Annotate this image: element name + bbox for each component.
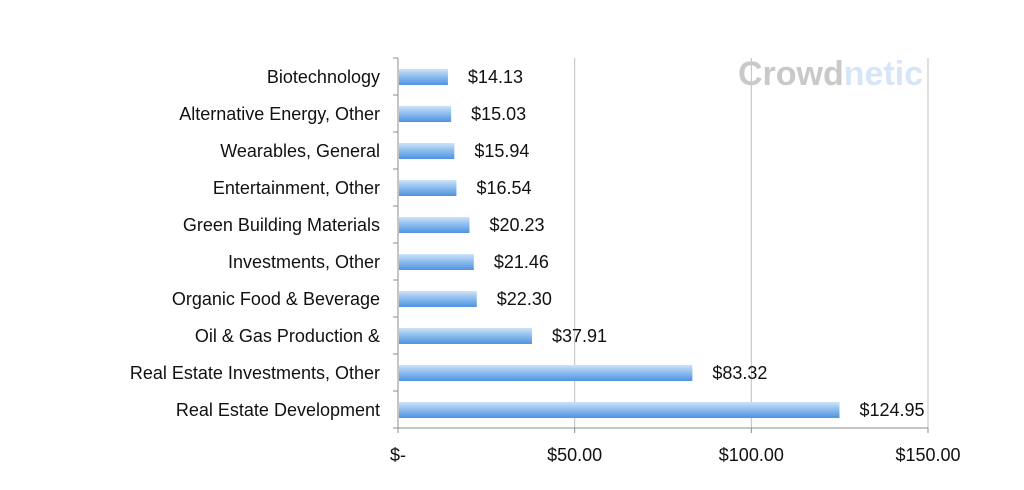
axes	[393, 57, 929, 433]
value-label-4: $16.54	[476, 178, 531, 198]
category-label-1: Biotechnology	[267, 67, 380, 87]
value-label-2: $15.03	[471, 104, 526, 124]
value-label-3: $15.94	[474, 141, 529, 161]
x-tick-label-1: $50.00	[547, 445, 602, 465]
watermark-part-netic: netic	[844, 55, 923, 93]
value-label-9: $83.32	[712, 363, 767, 383]
x-tick-label-0: $-	[390, 445, 406, 465]
bar-1	[399, 69, 448, 85]
bar-10	[399, 402, 840, 418]
bar-8	[399, 328, 532, 344]
value-label-10: $124.95	[859, 400, 924, 420]
bar-5	[399, 217, 470, 233]
x-tick-label-2: $100.00	[719, 445, 784, 465]
bar-3	[399, 143, 455, 159]
bars	[399, 69, 840, 418]
category-label-9: Real Estate Investments, Other	[130, 363, 380, 383]
value-label-5: $20.23	[489, 215, 544, 235]
category-label-8: Oil & Gas Production &	[195, 326, 380, 346]
value-label-8: $37.91	[552, 326, 607, 346]
value-label-7: $22.30	[497, 289, 552, 309]
category-label-2: Alternative Energy, Other	[179, 104, 380, 124]
bar-2	[399, 106, 452, 122]
category-label-7: Organic Food & Beverage	[172, 289, 380, 309]
watermark-logo: Crowdnetic	[738, 55, 923, 93]
bar-6	[399, 254, 474, 270]
bar-4	[399, 180, 457, 196]
category-label-4: Entertainment, Other	[213, 178, 380, 198]
category-label-5: Green Building Materials	[183, 215, 380, 235]
bar-9	[399, 365, 693, 381]
bar-7	[399, 291, 477, 307]
value-label-6: $21.46	[494, 252, 549, 272]
category-label-10: Real Estate Development	[176, 400, 380, 420]
category-label-6: Investments, Other	[228, 252, 380, 272]
value-label-1: $14.13	[468, 67, 523, 87]
labels: Biotechnology $14.13 Alternative Energy, O…	[130, 67, 961, 465]
x-tick-label-3: $150.00	[895, 445, 960, 465]
category-label-3: Wearables, General	[220, 141, 380, 161]
watermark-text: Crowdnetic	[738, 55, 923, 93]
watermark-part-crowd: Crowd	[738, 55, 844, 93]
